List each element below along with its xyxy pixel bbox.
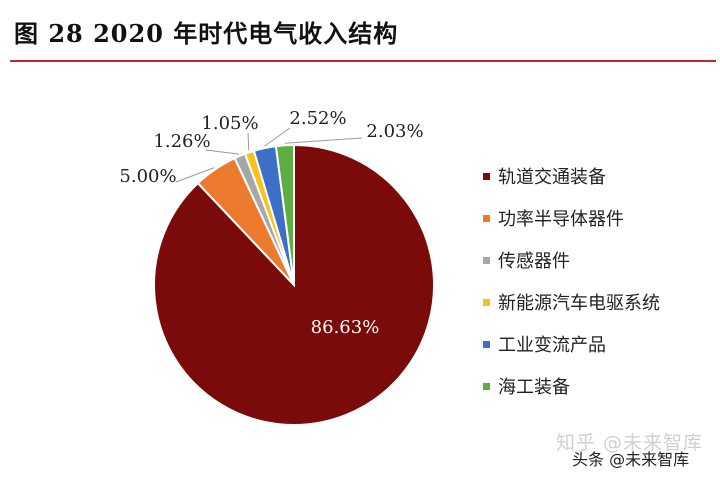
- leader-line-4: [247, 132, 250, 151]
- legend-swatch: [483, 256, 490, 264]
- legend-label: 功率半导体器件: [498, 209, 624, 230]
- legend-item-4: 新能源汽车电驱系统: [483, 292, 713, 314]
- data-label-5: 2.52%: [289, 108, 346, 129]
- legend-label: 传感器件: [498, 251, 570, 272]
- legend-label: 海工装备: [498, 377, 570, 398]
- legend-label: 轨道交通装备: [498, 167, 606, 188]
- leader-line-5: [264, 127, 291, 147]
- leader-line-3: [205, 149, 240, 155]
- data-label-3: 1.26%: [153, 131, 210, 152]
- data-label-2: 5.00%: [119, 166, 176, 187]
- legend-swatch: [483, 382, 490, 390]
- legend-item-5: 工业变流产品: [483, 334, 713, 356]
- legend-swatch: [483, 298, 490, 306]
- watermark: 知乎 @未来智库: [556, 432, 704, 454]
- leader-lines: [175, 127, 363, 183]
- leader-line-2: [175, 167, 215, 183]
- legend-item-1: 轨道交通装备: [483, 166, 713, 188]
- legend-item-6: 海工装备: [483, 376, 713, 398]
- leader-line-6: [284, 137, 363, 144]
- legend: 轨道交通装备 功率半导体器件 传感器件新能源汽车电驱系统 工业变流产品 海工装备: [483, 166, 713, 418]
- title-divider: [10, 60, 716, 62]
- legend-item-2: 功率半导体器件: [483, 208, 713, 230]
- pie-slices: [153, 143, 435, 426]
- data-label-6: 2.03%: [366, 121, 423, 142]
- data-label-1: 86.63%: [311, 317, 380, 338]
- legend-item-3: 传感器件: [483, 250, 713, 272]
- legend-swatch: [483, 214, 490, 222]
- legend-swatch: [483, 340, 490, 348]
- legend-label: 新能源汽车电驱系统: [498, 293, 660, 314]
- legend-swatch: [483, 172, 490, 180]
- footer-credit: 头条 @未来智库: [572, 450, 690, 469]
- data-labels: 86.63% 5.00% 1.26%1.05% 2.52% 2.03%: [119, 108, 423, 338]
- chart-title: 图 28 2020 年时代电气收入结构: [14, 19, 399, 48]
- pie-slice-6: [274, 143, 295, 286]
- legend-label: 工业变流产品: [498, 335, 606, 356]
- data-label-4: 1.05%: [201, 113, 258, 134]
